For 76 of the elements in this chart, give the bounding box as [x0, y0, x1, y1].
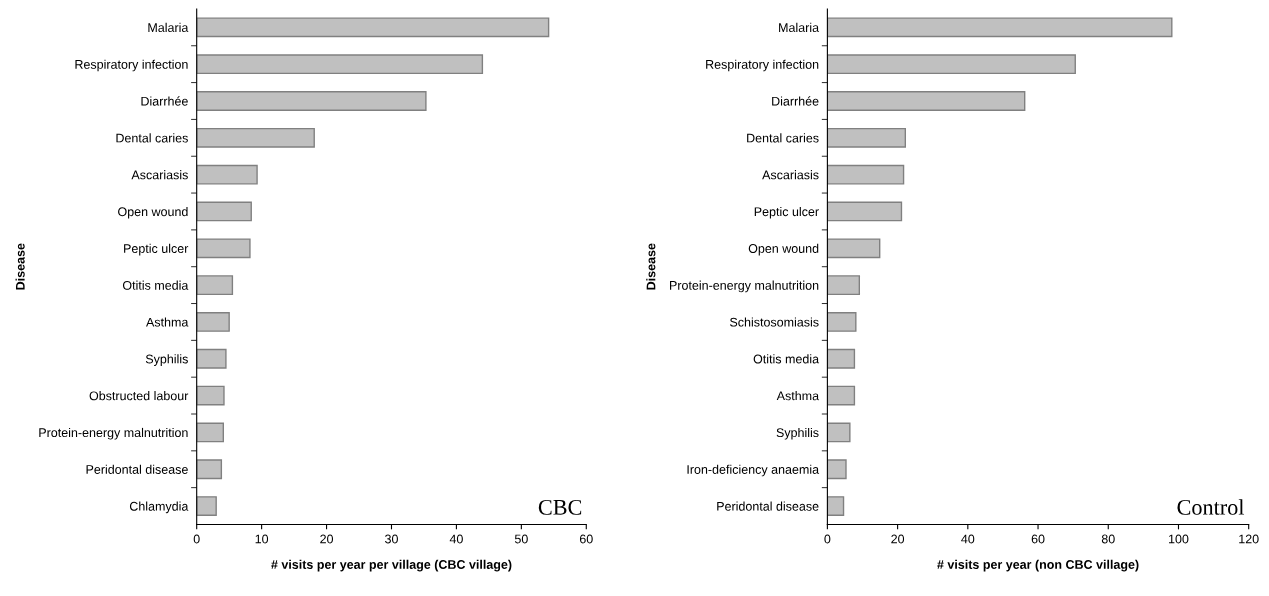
x-tick-label: 50	[514, 534, 528, 544]
bar	[196, 17, 550, 38]
y-tick-label: Chlamydia	[129, 501, 189, 514]
bar	[827, 238, 881, 259]
y-tick-label: Iron-deficiency anaemia	[687, 464, 820, 477]
y-tick-label: Syphilis	[145, 354, 188, 366]
y-tick-label: Asthma	[146, 317, 189, 327]
bar	[827, 275, 861, 296]
y-tick-label: Syphilis	[776, 427, 819, 440]
bar	[196, 312, 230, 332]
y-tick-label: Dental caries	[747, 133, 819, 143]
bar	[196, 348, 227, 369]
bar	[196, 459, 223, 480]
x-tick-label: 40	[449, 534, 463, 544]
y-tick-label: Diarrhée	[141, 96, 188, 106]
bar	[827, 17, 1173, 38]
bar	[196, 422, 225, 443]
bar	[827, 312, 857, 332]
annotation: CBC	[538, 499, 582, 515]
x-tick-label: 0	[824, 534, 831, 544]
bar	[827, 201, 903, 222]
y-axis-title: Disease	[15, 243, 25, 290]
y-tick-label: Respiratory infection	[706, 59, 819, 72]
y-tick-label: Respiratory infection	[75, 59, 188, 72]
bar	[827, 91, 1026, 111]
x-tick-label: 10	[255, 534, 269, 544]
y-tick-label: Open wound	[748, 243, 819, 256]
bar	[196, 496, 217, 516]
x-tick-label: 60	[579, 534, 593, 544]
x-tick-label: 100	[1169, 534, 1189, 544]
y-tick-label: Otitis media	[753, 354, 820, 364]
y-tick-label: Diarrhée	[772, 96, 819, 106]
y-tick-label: Dental caries	[116, 133, 188, 143]
bar	[827, 54, 1076, 75]
x-tick-label: 40	[961, 534, 975, 544]
y-axis-title: Disease	[646, 243, 656, 290]
annotation: Control	[1177, 499, 1245, 515]
x-tick-label: 30	[385, 534, 398, 544]
bar	[827, 127, 907, 148]
bar	[827, 459, 847, 480]
bar	[827, 496, 845, 516]
x-tick-label: 0	[193, 534, 200, 544]
y-tick-label: Open wound	[118, 206, 188, 219]
x-tick-label: 80	[1101, 534, 1115, 544]
y-tick-label: Ascariasis	[131, 170, 188, 180]
x-tick-label: 20	[320, 534, 334, 544]
y-tick-label: Protein-energy malnutrition	[39, 427, 188, 440]
y-tick-label: Malaria	[779, 22, 820, 32]
bar	[196, 54, 484, 75]
x-tick-label: 60	[1031, 534, 1045, 544]
y-tick-label: Peptic ulcer	[124, 243, 189, 256]
bar	[827, 164, 905, 185]
y-tick-label: Protein-energy malnutrition	[670, 280, 819, 293]
y-tick-label: Ascariasis	[762, 170, 819, 180]
bar	[196, 201, 252, 222]
bar	[827, 385, 856, 406]
bar	[196, 238, 251, 259]
x-tick-label: 20	[891, 534, 905, 544]
bar	[827, 422, 851, 443]
y-tick-label: Asthma	[776, 391, 820, 401]
bar	[196, 385, 225, 406]
bar	[827, 348, 856, 369]
y-tick-label: Peridontal disease	[717, 501, 819, 511]
y-tick-label: Peptic ulcer	[754, 206, 819, 219]
y-tick-label: Peridontal disease	[86, 464, 188, 474]
x-axis-title: # visits per year per village (CBC village)	[271, 559, 512, 572]
y-tick-label: Malaria	[148, 22, 189, 32]
x-axis-title: # visits per year (non CBC village)	[937, 559, 1139, 572]
bar	[196, 275, 234, 296]
x-tick-label: 120	[1239, 534, 1259, 544]
bar	[196, 127, 315, 148]
bar	[196, 164, 258, 185]
y-tick-label: Obstructed labour	[89, 391, 189, 401]
bar	[196, 91, 427, 111]
y-tick-label: Schistosomiasis	[730, 317, 819, 327]
y-tick-label: Otitis media	[122, 280, 189, 290]
